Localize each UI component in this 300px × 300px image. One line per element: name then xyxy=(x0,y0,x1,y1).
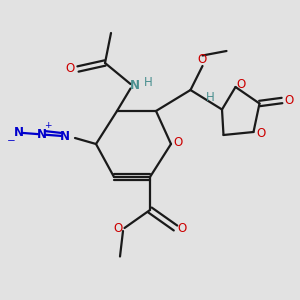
Text: H: H xyxy=(206,91,215,104)
Text: H: H xyxy=(143,76,152,89)
Text: O: O xyxy=(113,221,122,235)
Text: N: N xyxy=(36,128,46,141)
Text: N: N xyxy=(14,126,24,139)
Text: −: − xyxy=(7,136,16,146)
Text: N: N xyxy=(59,130,70,143)
Text: O: O xyxy=(198,53,207,66)
Text: O: O xyxy=(65,62,74,76)
Text: O: O xyxy=(284,94,293,107)
Text: O: O xyxy=(173,136,182,149)
Text: O: O xyxy=(237,77,246,91)
Text: N: N xyxy=(130,79,140,92)
Text: +: + xyxy=(44,122,52,130)
Text: O: O xyxy=(256,127,266,140)
Text: O: O xyxy=(178,221,187,235)
